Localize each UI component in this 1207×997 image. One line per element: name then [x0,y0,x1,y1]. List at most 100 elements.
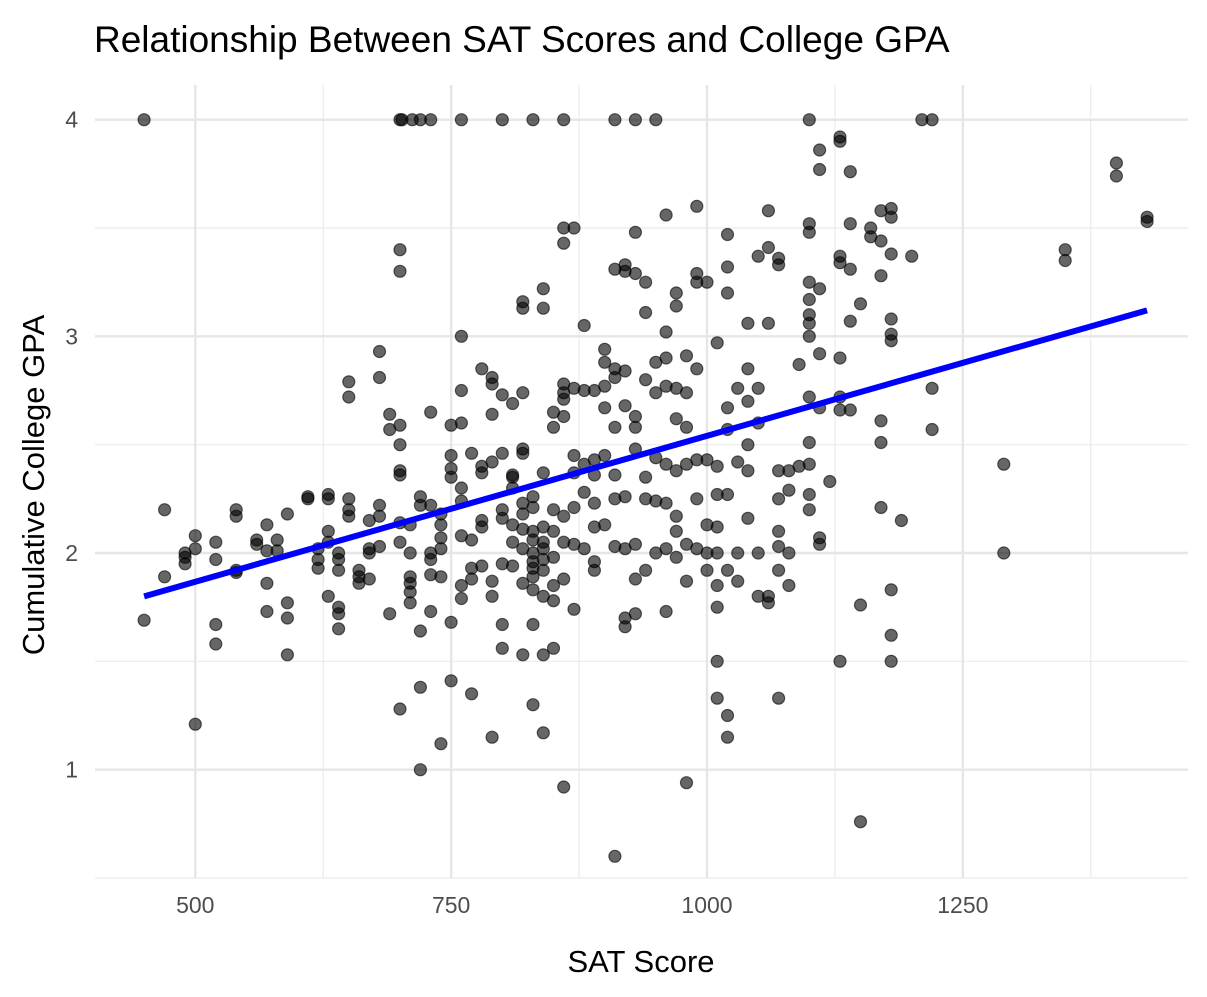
data-point [874,500,888,515]
data-point [802,292,816,307]
data-point [598,518,612,532]
data-point [731,455,745,469]
data-point [434,542,448,556]
data-point [1109,156,1124,170]
data-point [332,607,346,621]
data-point [434,737,448,751]
data-point [424,113,438,127]
data-point [669,299,683,313]
data-point [812,347,827,361]
data-point [546,641,561,655]
data-point [659,604,673,619]
data-point [741,511,755,525]
data-point [158,570,172,584]
data-point [628,113,643,127]
data-point [1058,243,1072,257]
data-point [782,578,796,593]
data-point [771,563,786,577]
data-point [485,377,499,391]
data-point [833,134,847,148]
data-point [413,624,427,638]
data-point [280,507,294,521]
data-point [700,275,714,289]
data-point [679,386,694,400]
data-point [424,498,438,512]
data-point [833,351,847,365]
data-point [710,546,724,560]
data-point [250,537,264,551]
data-point [485,455,499,469]
data-point [812,282,827,296]
data-point [720,563,735,577]
data-point [741,316,755,330]
data-point [659,542,673,556]
data-point [628,607,643,621]
data-point [526,500,540,515]
data-point [393,468,407,482]
data-point [884,654,898,668]
data-point [598,401,612,415]
data-point [628,266,643,281]
data-point [741,438,755,452]
data-point [823,474,837,489]
data-point [771,691,786,705]
data-point [495,511,509,525]
data-point [454,329,468,343]
data-point [424,604,438,619]
chart-title: Relationship Between SAT Scores and Coll… [94,19,950,60]
y-tick-label: 3 [65,323,78,349]
data-point [669,412,683,426]
data-point [843,403,857,417]
data-point [209,535,223,549]
data-point [628,537,643,551]
data-point [526,617,540,632]
data-point [690,362,704,376]
data-point [546,578,561,593]
data-point [802,457,816,471]
data-point [690,199,704,213]
data-point [598,342,612,356]
data-point [843,262,857,276]
data-point [229,509,243,523]
data-point [587,496,602,510]
data-point [260,518,274,532]
data-point [669,509,683,523]
data-point [843,217,857,231]
data-point [485,574,499,588]
data-point [321,589,335,603]
data-point [454,578,468,593]
x-tick-label: 1000 [681,892,732,918]
data-point [669,286,683,300]
data-point [741,394,755,408]
data-point [516,446,530,460]
data-point [516,648,530,662]
data-point [771,258,786,272]
data-point [393,438,407,452]
data-point [884,628,898,642]
data-point [608,113,622,127]
data-point [761,204,776,218]
data-point [137,613,151,627]
data-point [638,305,653,320]
data-point [659,351,673,365]
data-point [771,539,786,554]
data-point [598,379,612,393]
data-point [1109,169,1124,183]
data-point [342,509,356,523]
data-point [577,318,591,333]
data-point [802,329,816,343]
data-point [526,583,540,597]
data-point [802,113,816,127]
data-point [669,524,683,538]
data-point [485,730,499,744]
data-point [925,113,939,127]
data-point [608,849,622,863]
data-point [710,459,724,473]
data-point [444,615,458,629]
data-point [536,282,550,296]
data-point [342,390,356,404]
data-point [853,815,868,829]
x-tick-label: 1250 [937,892,988,918]
data-point [905,249,919,263]
data-point [659,496,673,510]
